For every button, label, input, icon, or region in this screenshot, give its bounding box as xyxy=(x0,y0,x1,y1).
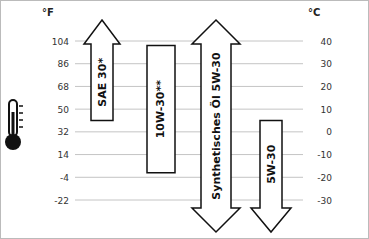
tick-label: 20 xyxy=(321,82,333,92)
tick-label: 10 xyxy=(321,105,333,115)
tick-mark xyxy=(300,41,303,42)
chart: -22 -4 14 32 50 68 86 104 -30 -20 -10 0 10 20 30 40 °F °C… xyxy=(0,0,369,239)
thermometer-scale xyxy=(19,112,23,114)
tick-label: -4 xyxy=(60,173,69,183)
tick-label: 104 xyxy=(52,37,69,47)
tick-label: 30 xyxy=(321,59,333,69)
tick-label: 32 xyxy=(58,127,69,137)
thermometer-scale xyxy=(19,105,23,107)
frame xyxy=(1,1,369,239)
tick-mark xyxy=(300,200,303,201)
bar-label: Synthetisches Öl 5W-30 xyxy=(209,52,223,200)
range-bar xyxy=(251,121,291,233)
axis-label: °C xyxy=(308,7,320,18)
tick-mark xyxy=(300,86,303,87)
tick-mark xyxy=(300,177,303,178)
tick-mark xyxy=(300,63,303,64)
range-bar xyxy=(84,20,120,121)
thermometer-fill xyxy=(12,112,15,138)
bar-label: 10W-30** xyxy=(155,80,168,139)
tick-mark xyxy=(300,109,303,110)
tick-label: 86 xyxy=(58,59,70,69)
tick-label: -10 xyxy=(317,150,332,160)
tick-label: -20 xyxy=(317,173,332,183)
bar-label: 5W-30 xyxy=(265,144,278,184)
thermometer-scale xyxy=(19,126,23,128)
tick-label: -30 xyxy=(317,196,332,206)
tick-mark xyxy=(300,131,303,132)
tick-mark xyxy=(300,154,303,155)
bars xyxy=(84,20,291,232)
tick-label: 14 xyxy=(58,150,70,160)
bar-label: SAE 30* xyxy=(96,58,109,107)
tick-label: 68 xyxy=(58,82,70,92)
tick-label: 40 xyxy=(321,37,333,47)
tick-label: -22 xyxy=(54,196,69,206)
thermometer-icon xyxy=(5,100,23,150)
range-bar xyxy=(147,46,175,173)
tick-label: 0 xyxy=(326,127,332,137)
thermometer-scale xyxy=(19,119,23,121)
range-bar xyxy=(192,20,240,232)
axis-label: °F xyxy=(42,7,54,18)
tick-label: 50 xyxy=(58,105,70,115)
